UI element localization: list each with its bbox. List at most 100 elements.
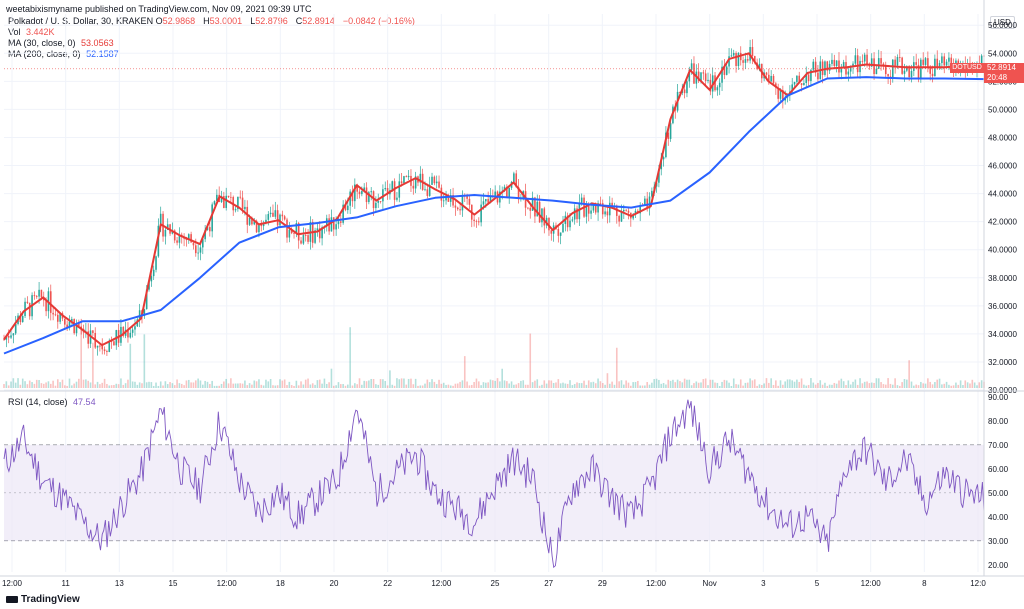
volume-bar [943, 383, 946, 388]
volume-bar [187, 379, 190, 388]
candle-body [391, 181, 394, 191]
candle-body [52, 312, 54, 315]
volume-bar [120, 378, 122, 388]
candle-body [87, 331, 90, 344]
candle-body [487, 199, 489, 203]
candle-body [71, 318, 73, 322]
volume-bar [33, 383, 36, 388]
volume-bar [302, 384, 305, 388]
candle-body [414, 176, 417, 189]
candle-body [768, 74, 770, 82]
volume-bar [938, 378, 941, 388]
candle-body [454, 205, 457, 208]
volume-bar [428, 382, 431, 388]
volume-bar [124, 383, 127, 388]
candle-body [248, 217, 251, 225]
volume-bar [917, 385, 920, 388]
volume-bar [674, 382, 677, 388]
volume-bar [866, 381, 868, 388]
volume-bar [173, 385, 176, 388]
candle-body [594, 205, 597, 213]
volume-bar [894, 378, 896, 388]
volume-bar [258, 379, 260, 388]
candle-body [807, 74, 810, 82]
volume-bar [873, 382, 875, 388]
candle-body [793, 81, 796, 85]
candle-body [134, 326, 136, 330]
candle-body [571, 219, 574, 221]
candle-body [407, 175, 410, 178]
volume-bar [31, 382, 33, 388]
volume-bar [728, 382, 730, 388]
volume-bar [660, 383, 663, 388]
candle-body [538, 201, 541, 223]
candle-body [943, 56, 946, 66]
currency-label[interactable]: USD [990, 16, 1015, 29]
time-axis-label: 3 [761, 579, 766, 588]
volume-bar [863, 381, 866, 388]
time-axis-label: Nov [703, 579, 717, 588]
volume-bar [653, 379, 656, 388]
candle-body [833, 59, 836, 66]
volume-bar [496, 378, 499, 388]
volume-bar [950, 385, 953, 388]
volume-bar [489, 379, 492, 388]
candle-body [770, 75, 772, 82]
volume-bar [615, 347, 618, 388]
volume-bar [901, 382, 903, 388]
volume-bar [550, 380, 553, 388]
candle-body [274, 210, 277, 217]
volume-bar [117, 384, 120, 388]
candle-body [199, 247, 202, 253]
ma200-label: MA (200, close, 0) [8, 49, 81, 59]
candle-body [732, 52, 735, 56]
candle-body [211, 204, 213, 232]
candle-body [669, 123, 672, 139]
candle-body [227, 195, 230, 197]
volume-bar [875, 378, 878, 388]
tradingview-logo[interactable]: TradingView [6, 594, 80, 605]
candle-body [40, 289, 43, 298]
volume-bar [510, 381, 513, 388]
volume-bar [763, 383, 765, 388]
candle-body [728, 56, 730, 67]
candle-body [445, 197, 447, 201]
volume-bar [344, 385, 347, 388]
volume-bar [604, 384, 606, 388]
volume-bar [248, 383, 251, 388]
volume-bar [330, 368, 333, 388]
volume-bar [775, 380, 777, 388]
volume-bar [679, 381, 681, 388]
ma30-line [3, 52, 985, 347]
volume-bar [587, 380, 590, 388]
candle-body [782, 90, 784, 101]
volume-bar [87, 380, 90, 388]
candle-body [721, 66, 723, 83]
volume-bar [515, 384, 518, 388]
candle-body [258, 224, 260, 233]
volume-bar [447, 384, 450, 388]
candle-body [742, 60, 744, 63]
candle-body [155, 256, 157, 270]
volume-bar [721, 381, 723, 388]
volume-bar [592, 381, 595, 388]
candle-body [197, 252, 199, 254]
volume-bar [742, 385, 744, 388]
volume-bar [384, 380, 387, 388]
time-axis-label: 12:00 [431, 579, 452, 588]
candle-body [859, 60, 861, 73]
volume-bar [662, 383, 665, 388]
volume-bar [714, 382, 716, 388]
volume-bar [506, 381, 508, 388]
candle-body [700, 72, 702, 82]
candle-body [216, 194, 218, 202]
time-axis-label: 12:0 [970, 579, 986, 588]
volume-bar [538, 385, 541, 388]
volume-bar [520, 380, 522, 388]
volume-bar [791, 380, 794, 388]
candle-body [922, 59, 924, 65]
candle-body [529, 207, 532, 211]
ohlc-h: H53.0001 [203, 16, 243, 26]
volume-bar [417, 385, 419, 388]
candle-body [358, 191, 361, 195]
